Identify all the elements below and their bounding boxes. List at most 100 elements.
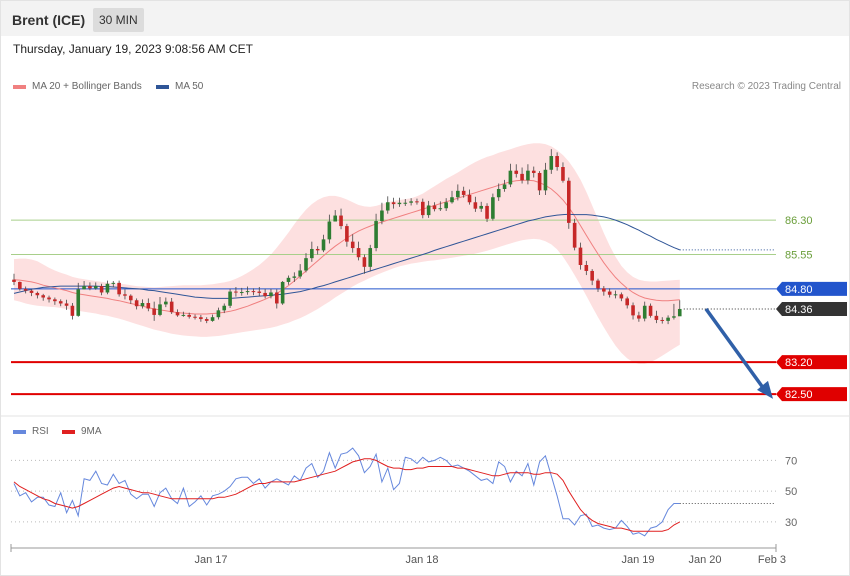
legend-rsi: RSI: [13, 426, 49, 437]
candle: [625, 296, 629, 309]
candle: [537, 171, 542, 195]
candle-body: [257, 291, 262, 293]
legend-ma50-swatch: [156, 84, 169, 89]
candle-body: [502, 184, 507, 189]
candle-body: [234, 291, 238, 293]
candle: [275, 289, 279, 309]
level-label-84.80: 84.80: [785, 284, 813, 296]
candle: [152, 301, 156, 321]
candle-body: [409, 201, 413, 203]
candle-body: [210, 317, 215, 321]
timestamp: Thursday, January 19, 2023 9:08:56 AM CE…: [13, 42, 253, 56]
legend-rsi-label: RSI: [32, 426, 49, 437]
candle: [12, 273, 16, 286]
candle: [47, 295, 51, 303]
legend-ma20-label: MA 20 + Bollinger Bands: [32, 81, 142, 92]
candle-body: [269, 292, 273, 297]
candle-body: [642, 305, 647, 319]
candle: [123, 289, 127, 300]
candle: [596, 278, 600, 293]
level-label-83.20: 83.20: [785, 357, 813, 369]
candle: [82, 281, 86, 290]
candle: [234, 286, 238, 297]
candle: [485, 203, 489, 222]
candle: [280, 281, 285, 305]
candle-body: [491, 197, 495, 219]
candle-body: [339, 215, 343, 227]
candle-body: [251, 291, 256, 293]
level-label-82.50: 82.50: [785, 389, 813, 401]
rsi-series-9MA: [13, 458, 681, 532]
candle: [216, 307, 221, 320]
candle-body: [473, 202, 478, 209]
candle: [444, 198, 448, 211]
level-lines-layer: [11, 219, 776, 396]
candle-body: [543, 169, 548, 191]
candle: [473, 196, 478, 212]
candle-body: [380, 210, 384, 222]
candle-body: [12, 279, 16, 282]
candle-body: [625, 298, 629, 306]
candle-body: [222, 305, 227, 311]
candle-body: [485, 205, 489, 219]
candle: [263, 288, 267, 299]
x-tick-label: Jan 20: [688, 554, 721, 566]
candle-body: [479, 205, 483, 209]
legend-rsi-ma-swatch: [62, 429, 75, 434]
candle: [648, 303, 653, 318]
candle: [549, 149, 554, 174]
candle: [409, 198, 413, 206]
candle-body: [23, 288, 28, 291]
candle: [321, 234, 326, 253]
candle-body: [292, 276, 297, 278]
candle: [111, 281, 116, 288]
candle-body: [29, 290, 34, 293]
timeframe-badge[interactable]: 30 MIN: [93, 8, 144, 32]
candle: [660, 317, 665, 324]
candle: [117, 280, 121, 297]
candle-body: [374, 221, 378, 249]
candle: [642, 301, 647, 322]
candle: [666, 315, 670, 325]
candle: [76, 282, 81, 317]
candle: [105, 280, 110, 295]
legend-rsi-ma: 9MA: [62, 426, 102, 437]
candle-body: [298, 270, 302, 277]
level-labels-layer: 86.30 85.55 84.80 84.36 83.20 82.50: [776, 215, 847, 402]
candle: [193, 314, 197, 320]
candle: [619, 292, 624, 302]
candle-body: [403, 202, 408, 204]
time-axis: Jan 17 Jan 18 Jan 19 Jan 20 Feb 3: [10, 544, 786, 566]
candle-body: [391, 202, 396, 205]
candle: [374, 213, 378, 252]
bollinger-band: [14, 143, 680, 364]
candle: [415, 198, 419, 205]
candle-body: [64, 303, 69, 306]
candle-body: [58, 301, 63, 304]
candle-body: [158, 304, 162, 315]
candle: [356, 241, 361, 261]
candle: [654, 310, 659, 324]
candle-body: [239, 292, 244, 294]
candle-body: [53, 299, 57, 302]
candle-body: [666, 317, 670, 321]
candle: [584, 260, 589, 276]
level-tag-84.36: [776, 301, 847, 316]
candles-layer: [12, 149, 682, 325]
candle: [41, 293, 45, 301]
rsi-tick-30: 30: [785, 517, 797, 529]
candle: [146, 298, 151, 312]
legend-rsi-ma-label: 9MA: [81, 426, 102, 437]
level-tag-82.50: [776, 387, 847, 402]
candle-body: [602, 288, 606, 292]
forecast-arrow-shaft: [704, 307, 768, 393]
candle: [496, 183, 501, 201]
candle: [514, 164, 519, 178]
candle: [64, 299, 69, 310]
instrument-title: Brent (ICE): [12, 12, 86, 28]
candle-body: [263, 292, 267, 297]
candle: [450, 190, 454, 204]
candle: [310, 241, 314, 262]
candle-body: [567, 180, 571, 223]
candle-body: [637, 315, 641, 319]
